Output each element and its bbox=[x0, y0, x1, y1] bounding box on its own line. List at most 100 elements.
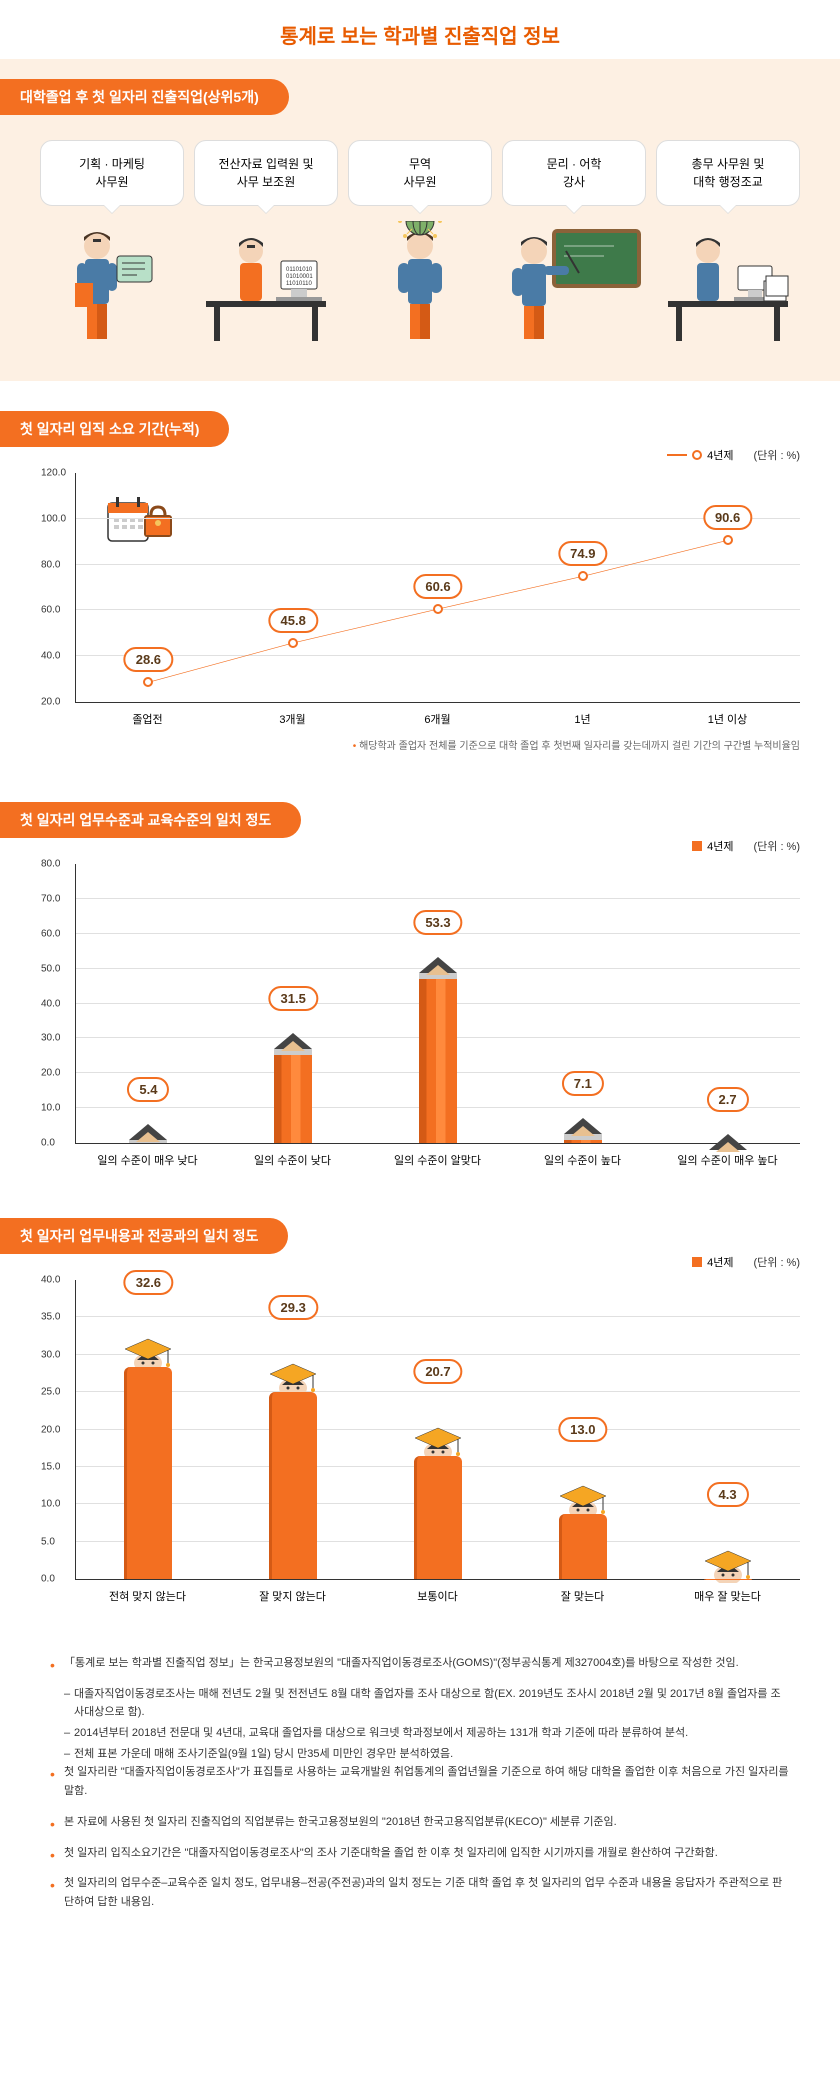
x-label: 일의 수준이 높다 bbox=[510, 1152, 655, 1168]
bar-group: 13.0 bbox=[510, 1280, 655, 1579]
bar-group: 2.7 bbox=[655, 864, 800, 1143]
pencil-bar: 5.4 bbox=[129, 1124, 167, 1143]
top5-item: 기획 · 마케팅 사무원 bbox=[40, 140, 184, 341]
graduate-bar: 29.3 bbox=[266, 1360, 320, 1579]
data-point bbox=[578, 571, 588, 581]
pencil-bar: 7.1 bbox=[564, 1118, 602, 1143]
note-item: 본 자료에 사용된 첫 일자리 진출직업의 직업분류는 한국고용정보원의 "20… bbox=[50, 1813, 790, 1832]
bar-value: 53.3 bbox=[413, 910, 462, 935]
graduate-bar: 4.3 bbox=[701, 1547, 755, 1579]
bar-value: 20.7 bbox=[413, 1359, 462, 1384]
x-label: 일의 수준이 매우 낮다 bbox=[75, 1152, 220, 1168]
grad-cap-icon bbox=[411, 1424, 465, 1460]
bar-value: 7.1 bbox=[562, 1071, 604, 1096]
job-label: 전산자료 입력원 및 사무 보조원 bbox=[194, 140, 338, 206]
bar-group: 7.1 bbox=[510, 864, 655, 1143]
bar-value: 32.6 bbox=[124, 1270, 173, 1295]
grad-cap-icon bbox=[556, 1482, 610, 1518]
grad-cap-icon bbox=[701, 1547, 755, 1583]
bar-value: 2.7 bbox=[707, 1087, 749, 1112]
bar-group: 31.5 bbox=[221, 864, 366, 1143]
chart1-footnote: 해당학과 졸업자 전체를 기준으로 대학 졸업 후 첫번째 일자리를 갖는데까지… bbox=[40, 737, 800, 752]
job-label: 총무 사무원 및 대학 행정조교 bbox=[656, 140, 800, 206]
person-illustration bbox=[502, 221, 646, 341]
x-label: 일의 수준이 매우 높다 bbox=[655, 1152, 800, 1168]
bar-group: 4.3 bbox=[655, 1280, 800, 1579]
chart1-legend: 4년제 bbox=[667, 447, 733, 463]
pencil-tip-icon bbox=[709, 1134, 747, 1150]
bar-value: 13.0 bbox=[558, 1417, 607, 1442]
x-label: 1년 bbox=[510, 711, 655, 727]
top5-section: 대학졸업 후 첫 일자리 진출직업(상위5개) 기획 · 마케팅 사무원전산자료… bbox=[0, 59, 840, 381]
chart3-legend: 4년제 bbox=[692, 1254, 733, 1270]
x-label: 일의 수준이 낮다 bbox=[220, 1152, 365, 1168]
top5-item: 문리 · 어학 강사 bbox=[502, 140, 646, 341]
x-label: 잘 맞는다 bbox=[510, 1588, 655, 1604]
bar-group: 29.3 bbox=[221, 1280, 366, 1579]
data-label: 28.6 bbox=[124, 647, 173, 672]
x-label: 잘 맞지 않는다 bbox=[220, 1588, 365, 1604]
bar-group: 5.4 bbox=[76, 864, 221, 1143]
graduate-bar: 20.7 bbox=[411, 1424, 465, 1579]
person-illustration bbox=[656, 221, 800, 341]
pencil-tip-icon bbox=[419, 957, 457, 973]
pencil-bar: 2.7 bbox=[709, 1134, 747, 1143]
legend-label: 4년제 bbox=[707, 1254, 733, 1270]
bar-group: 20.7 bbox=[366, 1280, 511, 1579]
graduate-bar: 32.6 bbox=[121, 1335, 175, 1579]
grad-cap-icon bbox=[266, 1360, 320, 1396]
x-label: 매우 잘 맞는다 bbox=[655, 1588, 800, 1604]
bars-row: 32.6 29.3 20.7 13.0 4.3 bbox=[76, 1280, 800, 1579]
job-label: 문리 · 어학 강사 bbox=[502, 140, 646, 206]
chart1-header: 첫 일자리 입직 소요 기간(누적) bbox=[0, 411, 229, 447]
notes-section: 「통계로 보는 학과별 진출직업 정보」는 한국고용정보원의 "대졸자직업이동경… bbox=[0, 1624, 840, 1964]
x-label: 일의 수준이 알맞다 bbox=[365, 1152, 510, 1168]
pencil-tip-icon bbox=[129, 1124, 167, 1140]
pencil-bar: 31.5 bbox=[274, 1033, 312, 1143]
data-point bbox=[288, 638, 298, 648]
x-label: 6개월 bbox=[365, 711, 510, 727]
person-illustration bbox=[40, 221, 184, 341]
data-label: 45.8 bbox=[269, 608, 318, 633]
job-label: 기획 · 마케팅 사무원 bbox=[40, 140, 184, 206]
chart3-unit: (단위 : %) bbox=[753, 1254, 800, 1270]
bar-value: 29.3 bbox=[269, 1295, 318, 1320]
person-illustration bbox=[348, 221, 492, 341]
chart2-section: 첫 일자리 업무수준과 교육수준의 일치 정도 4년제 (단위 : %) 0.0… bbox=[0, 772, 840, 1188]
graduate-bar: 13.0 bbox=[556, 1482, 610, 1579]
bar-group: 32.6 bbox=[76, 1280, 221, 1579]
top5-header: 대학졸업 후 첫 일자리 진출직업(상위5개) bbox=[0, 79, 289, 115]
note-sub: 전체 표본 가운데 매해 조사기준일(9월 1일) 당시 만35세 미만인 경우… bbox=[50, 1745, 790, 1764]
pencil-tip-icon bbox=[274, 1033, 312, 1049]
chart2-legend: 4년제 bbox=[692, 838, 733, 854]
top5-item: 총무 사무원 및 대학 행정조교 bbox=[656, 140, 800, 341]
pencil-bar: 53.3 bbox=[419, 957, 457, 1143]
grad-cap-icon bbox=[121, 1335, 175, 1371]
person-illustration: 011010100101000111010110 bbox=[194, 221, 338, 341]
pencil-tip-icon bbox=[564, 1118, 602, 1134]
x-label: 3개월 bbox=[220, 711, 365, 727]
page-title: 통계로 보는 학과별 진출직업 정보 bbox=[0, 0, 840, 59]
x-label: 전혀 맞지 않는다 bbox=[75, 1588, 220, 1604]
svg-text:01010001: 01010001 bbox=[286, 274, 313, 280]
note-item: 첫 일자리 입직소요기간은 "대졸자직업이동경로조사"의 조사 기준대학을 졸업… bbox=[50, 1844, 790, 1863]
data-label: 60.6 bbox=[413, 574, 462, 599]
chart2-header: 첫 일자리 업무수준과 교육수준의 일치 정도 bbox=[0, 802, 301, 838]
chart1-unit: (단위 : %) bbox=[753, 447, 800, 463]
bar-value: 31.5 bbox=[269, 986, 318, 1011]
chart3-header: 첫 일자리 업무내용과 전공과의 일치 정도 bbox=[0, 1218, 288, 1254]
data-label: 90.6 bbox=[703, 505, 752, 530]
note-item: 첫 일자리란 "대졸자직업이동경로조사"가 표집틀로 사용하는 교육개발원 취업… bbox=[50, 1763, 790, 1800]
svg-text:01101010: 01101010 bbox=[286, 267, 313, 273]
note-sub: 대졸자직업이동경로조사는 매해 전년도 2월 및 전전년도 8월 대학 졸업자를… bbox=[50, 1685, 790, 1722]
legend-label: 4년제 bbox=[707, 838, 733, 854]
bars-row: 5.4 31.5 53.3 7.1 2.7 bbox=[76, 864, 800, 1143]
data-point bbox=[723, 535, 733, 545]
data-point bbox=[143, 677, 153, 687]
data-label: 74.9 bbox=[558, 541, 607, 566]
top5-item: 무역 사무원 bbox=[348, 140, 492, 341]
data-point bbox=[433, 604, 443, 614]
top5-item: 전산자료 입력원 및 사무 보조원 01101010010100011101011… bbox=[194, 140, 338, 341]
svg-text:11010110: 11010110 bbox=[286, 281, 312, 287]
bar-group: 53.3 bbox=[366, 864, 511, 1143]
